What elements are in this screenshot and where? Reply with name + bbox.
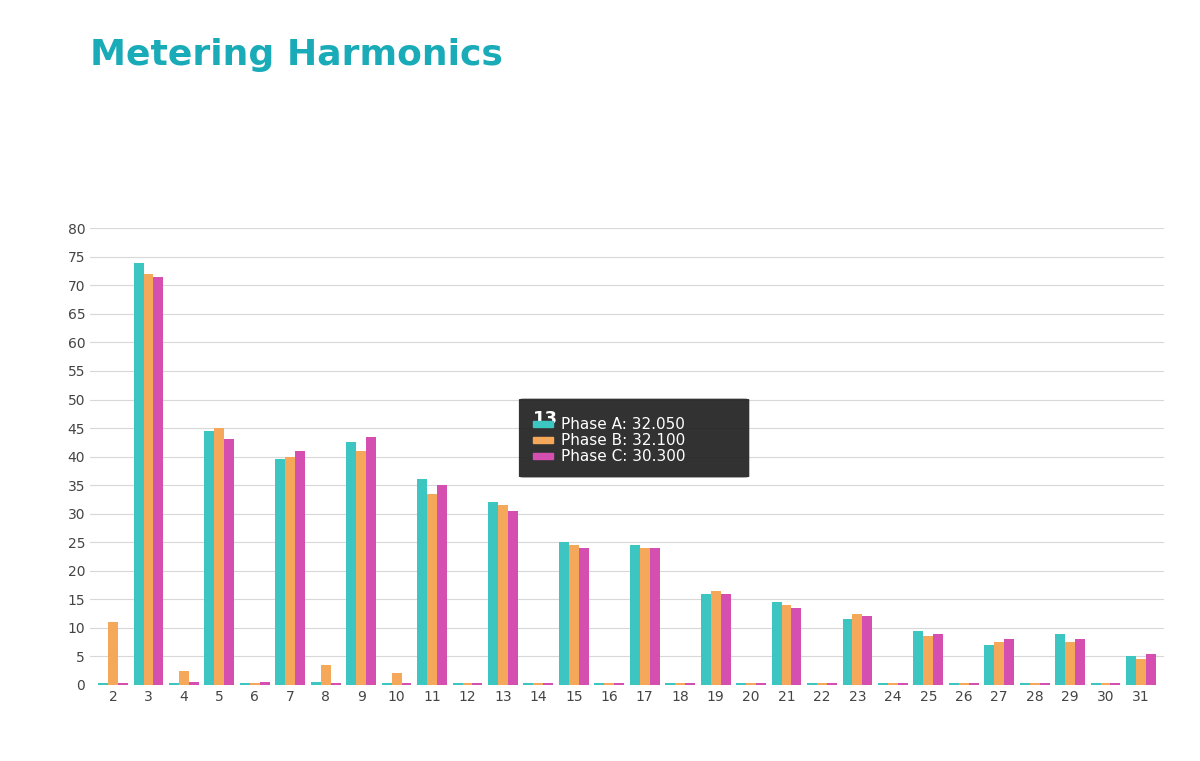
- Bar: [224, 440, 234, 685]
- Bar: [614, 683, 624, 685]
- Bar: [1075, 639, 1085, 685]
- Bar: [923, 636, 934, 685]
- Bar: [649, 548, 660, 685]
- Bar: [720, 594, 731, 685]
- Bar: [250, 683, 259, 685]
- Bar: [534, 683, 544, 685]
- Bar: [498, 505, 508, 685]
- Bar: [154, 277, 163, 685]
- Bar: [1039, 683, 1050, 685]
- Bar: [533, 437, 552, 443]
- Bar: [452, 683, 462, 685]
- Bar: [544, 683, 553, 685]
- Bar: [888, 683, 898, 685]
- Text: 13: 13: [533, 409, 558, 428]
- FancyBboxPatch shape: [518, 399, 749, 477]
- Bar: [311, 682, 320, 685]
- Bar: [382, 683, 391, 685]
- Bar: [1110, 683, 1121, 685]
- Bar: [959, 683, 968, 685]
- Bar: [98, 683, 108, 685]
- Bar: [746, 683, 756, 685]
- Bar: [685, 683, 695, 685]
- Bar: [1091, 683, 1100, 685]
- Bar: [523, 683, 534, 685]
- Text: Phase B: 32.100: Phase B: 32.100: [562, 432, 685, 447]
- Bar: [578, 548, 589, 685]
- Bar: [968, 683, 979, 685]
- Bar: [1126, 656, 1136, 685]
- Bar: [295, 451, 305, 685]
- Bar: [676, 683, 685, 685]
- Bar: [366, 437, 376, 685]
- Bar: [427, 494, 437, 685]
- Bar: [508, 511, 518, 685]
- Bar: [1146, 654, 1156, 685]
- Bar: [286, 457, 295, 685]
- Bar: [594, 683, 605, 685]
- Bar: [533, 453, 552, 459]
- Text: Phase C: 30.300: Phase C: 30.300: [562, 448, 686, 463]
- Bar: [898, 683, 907, 685]
- Bar: [275, 460, 286, 685]
- Bar: [665, 683, 676, 685]
- Bar: [1066, 642, 1075, 685]
- Bar: [1136, 659, 1146, 685]
- Bar: [852, 613, 863, 685]
- Bar: [473, 683, 482, 685]
- Bar: [1004, 639, 1014, 685]
- Bar: [878, 683, 888, 685]
- Bar: [108, 622, 118, 685]
- Bar: [437, 486, 446, 685]
- Bar: [827, 683, 836, 685]
- Bar: [462, 683, 473, 685]
- Bar: [710, 591, 720, 685]
- Bar: [391, 673, 402, 685]
- Bar: [347, 442, 356, 685]
- Bar: [169, 683, 179, 685]
- Bar: [533, 421, 552, 427]
- Bar: [934, 633, 943, 685]
- Bar: [701, 594, 710, 685]
- Bar: [418, 479, 427, 685]
- Bar: [781, 605, 792, 685]
- Bar: [995, 642, 1004, 685]
- Bar: [817, 683, 827, 685]
- Bar: [569, 545, 578, 685]
- Bar: [204, 431, 215, 685]
- Bar: [320, 665, 331, 685]
- Bar: [488, 502, 498, 685]
- Bar: [1055, 633, 1066, 685]
- Bar: [1100, 683, 1110, 685]
- Bar: [331, 683, 341, 685]
- Bar: [402, 683, 412, 685]
- Bar: [630, 545, 640, 685]
- Bar: [792, 608, 802, 685]
- Bar: [118, 683, 128, 685]
- Bar: [640, 548, 649, 685]
- Bar: [913, 631, 923, 685]
- Bar: [188, 682, 199, 685]
- Bar: [259, 682, 270, 685]
- Bar: [605, 683, 614, 685]
- Bar: [949, 683, 959, 685]
- Bar: [179, 670, 188, 685]
- Bar: [772, 602, 781, 685]
- Bar: [1030, 683, 1039, 685]
- Bar: [133, 263, 144, 685]
- Bar: [356, 451, 366, 685]
- Bar: [215, 428, 224, 685]
- Bar: [736, 683, 746, 685]
- Bar: [808, 683, 817, 685]
- Text: Metering Harmonics: Metering Harmonics: [90, 38, 503, 72]
- Bar: [842, 619, 852, 685]
- Bar: [984, 645, 995, 685]
- Bar: [240, 683, 250, 685]
- Bar: [863, 616, 872, 685]
- Bar: [559, 542, 569, 685]
- Bar: [756, 683, 766, 685]
- Text: Phase A: 32.050: Phase A: 32.050: [562, 416, 685, 431]
- Bar: [144, 274, 154, 685]
- Bar: [1020, 683, 1030, 685]
